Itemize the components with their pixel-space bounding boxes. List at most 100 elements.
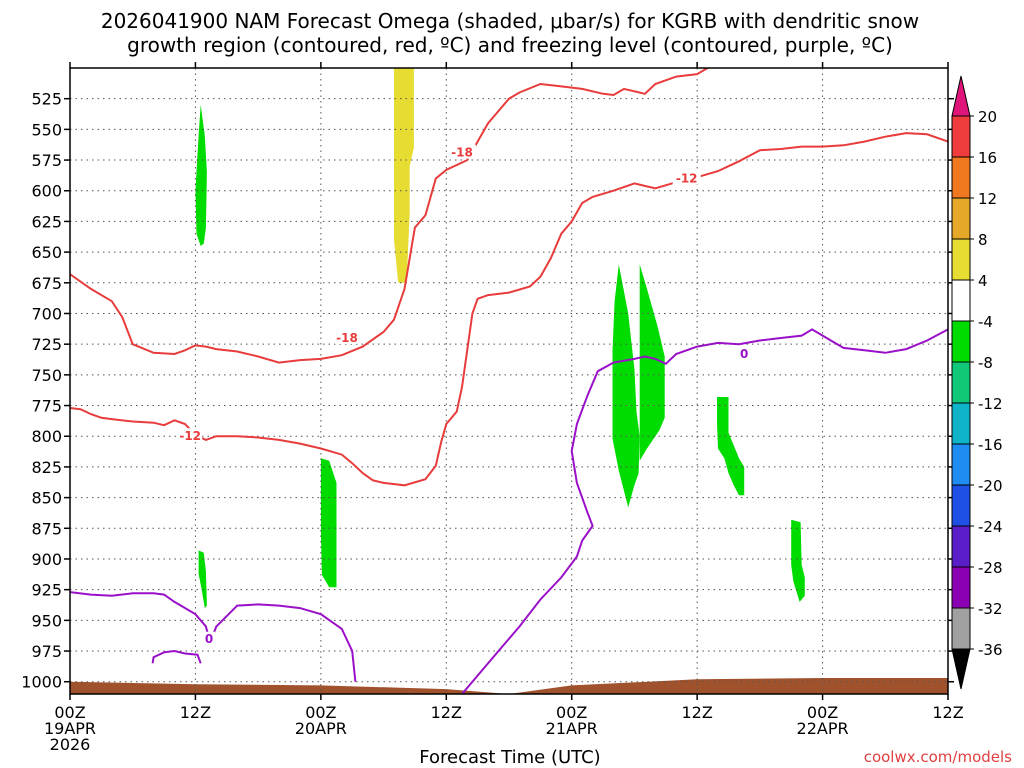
y-tick-label-2: 575	[31, 151, 62, 170]
contour-line-3	[151, 649, 202, 664]
y-tick-label-6: 675	[31, 274, 62, 293]
colorbar-swatch-4	[951, 279, 971, 322]
grid	[70, 68, 948, 694]
y-tick-label-0: 525	[31, 90, 62, 109]
chart-title-line1: 2026041900 NAM Forecast Omega (shaded, μ…	[101, 9, 919, 33]
contour-label-1: -12	[179, 429, 201, 443]
colorbar-label-9: -20	[978, 477, 1003, 495]
y-tick-label-4: 625	[31, 212, 62, 231]
colorbar-label-1: 16	[978, 149, 997, 167]
contour-label-bg-0a	[203, 631, 216, 645]
contour-label-bg-1	[178, 428, 203, 443]
colorbar-bottom-arrow	[951, 648, 971, 690]
x-tick-label-4: 00Z	[556, 703, 587, 722]
colorbar-label-7: -12	[978, 395, 1003, 413]
colorbar-label-6: -8	[978, 354, 993, 372]
contour-label-2: 0	[740, 347, 748, 361]
y-tick-label-12: 825	[31, 458, 62, 477]
colorbar-label-2: 12	[978, 190, 997, 208]
y-tick-label-5: 650	[31, 243, 62, 262]
colorbar-swatch-5	[951, 320, 971, 363]
y-tick-label-14: 875	[31, 519, 62, 538]
contour-label-0a: 0	[205, 632, 213, 646]
contour-line-4	[461, 328, 948, 694]
colorbar-label-3: 8	[978, 231, 988, 249]
contour-line-2-b	[209, 603, 357, 682]
colorbar-label-0: 20	[978, 108, 997, 126]
omega-region-6	[717, 397, 745, 496]
x-tick-label-7: 12Z	[932, 703, 963, 722]
omega-region-1	[195, 104, 207, 246]
chart-title-line2: growth region (contoured, red, ºC) and f…	[127, 33, 893, 57]
omega-region-5	[639, 264, 665, 461]
colorbar-label-4: 4	[978, 272, 988, 290]
y-tick-label-3: 600	[31, 182, 62, 201]
terrain	[70, 678, 948, 694]
credit-text: coolwx.com/models	[864, 748, 1012, 766]
colorbar-label-12: -32	[978, 600, 1003, 618]
y-axis: 525 550 575 600 625 650 675 700 725 750 775 800 825 8…	[21, 90, 954, 692]
y-tick-label-13: 850	[31, 489, 62, 508]
x-tick-date-2: 20APR	[295, 719, 347, 738]
y-tick-label-19: 1000	[21, 673, 62, 692]
x-tick-label-2: 00Z	[305, 703, 336, 722]
x-tick-label-5: 12Z	[681, 703, 712, 722]
omega-region-3	[320, 458, 337, 588]
colorbar-swatch-6	[951, 361, 971, 404]
colorbar-swatch-3	[951, 238, 971, 281]
x-tick-label-3: 12Z	[431, 703, 462, 722]
omega-region-4	[612, 264, 640, 508]
omega-region-2	[198, 550, 207, 609]
colorbar-swatch-9	[951, 484, 971, 527]
contour-label-18b: -18	[451, 146, 473, 160]
x-axis-label: Forecast Time (UTC)	[419, 747, 600, 768]
x-tick-label-6: 00Z	[807, 703, 838, 722]
plot-frame	[69, 67, 949, 695]
y-tick-label-10: 775	[31, 397, 62, 416]
y-tick-label-18: 975	[31, 642, 62, 661]
colorbar-swatch-2	[951, 197, 971, 240]
y-tick-label-1: 550	[31, 120, 62, 139]
colorbar-swatch-12	[951, 607, 971, 650]
colorbar-swatch-11	[951, 566, 971, 609]
x-tick-date-0: 19APR	[44, 719, 96, 738]
contour-label-bg-12b	[672, 170, 701, 185]
colorbar-label-8: -16	[978, 436, 1003, 454]
x-tick-year-0: 2026	[50, 735, 91, 754]
contour-label-bg-2	[732, 345, 757, 360]
contour-line-2	[70, 591, 212, 643]
contours: -18 -12 0 0 -18 -12	[70, 68, 948, 694]
x-tick-label-1: 12Z	[180, 703, 211, 722]
colorbar-label-10: -24	[978, 518, 1003, 536]
omega-shading	[195, 68, 805, 609]
contour-label-12b: -12	[676, 171, 698, 185]
y-tick-label-9: 750	[31, 366, 62, 385]
y-tick-label-11: 800	[31, 427, 62, 446]
colorbar-label-11: -28	[978, 559, 1003, 577]
x-tick-date-4: 21APR	[546, 719, 598, 738]
terrain-fill	[70, 678, 948, 694]
contour-label-0: -18	[336, 331, 358, 345]
colorbar-swatch-8	[951, 443, 971, 486]
y-tick-label-17: 950	[31, 611, 62, 630]
colorbar: 20 16 12 8 4 -4 -8 -12 -16 -20 -24 -28 -32 -36	[951, 75, 1003, 690]
x-tick-label-0: 00Z	[54, 703, 85, 722]
y-tick-label-15: 900	[31, 550, 62, 569]
y-tick-label-7: 700	[31, 304, 62, 323]
colorbar-swatch-7	[951, 402, 971, 445]
omega-region-7	[791, 519, 805, 602]
colorbar-swatch-1	[951, 156, 971, 199]
x-tick-date-6: 22APR	[797, 719, 849, 738]
contour-line-0	[70, 68, 711, 364]
contour-label-bg-18b	[447, 144, 476, 159]
colorbar-top-arrow	[951, 75, 971, 117]
colorbar-label-5: -4	[978, 313, 993, 331]
colorbar-swatch-0	[951, 115, 971, 158]
y-tick-label-8: 725	[31, 335, 62, 354]
y-tick-label-16: 925	[31, 581, 62, 600]
colorbar-swatch-10	[951, 525, 971, 568]
colorbar-label-13: -36	[978, 641, 1003, 659]
omega-region-0	[394, 68, 414, 283]
